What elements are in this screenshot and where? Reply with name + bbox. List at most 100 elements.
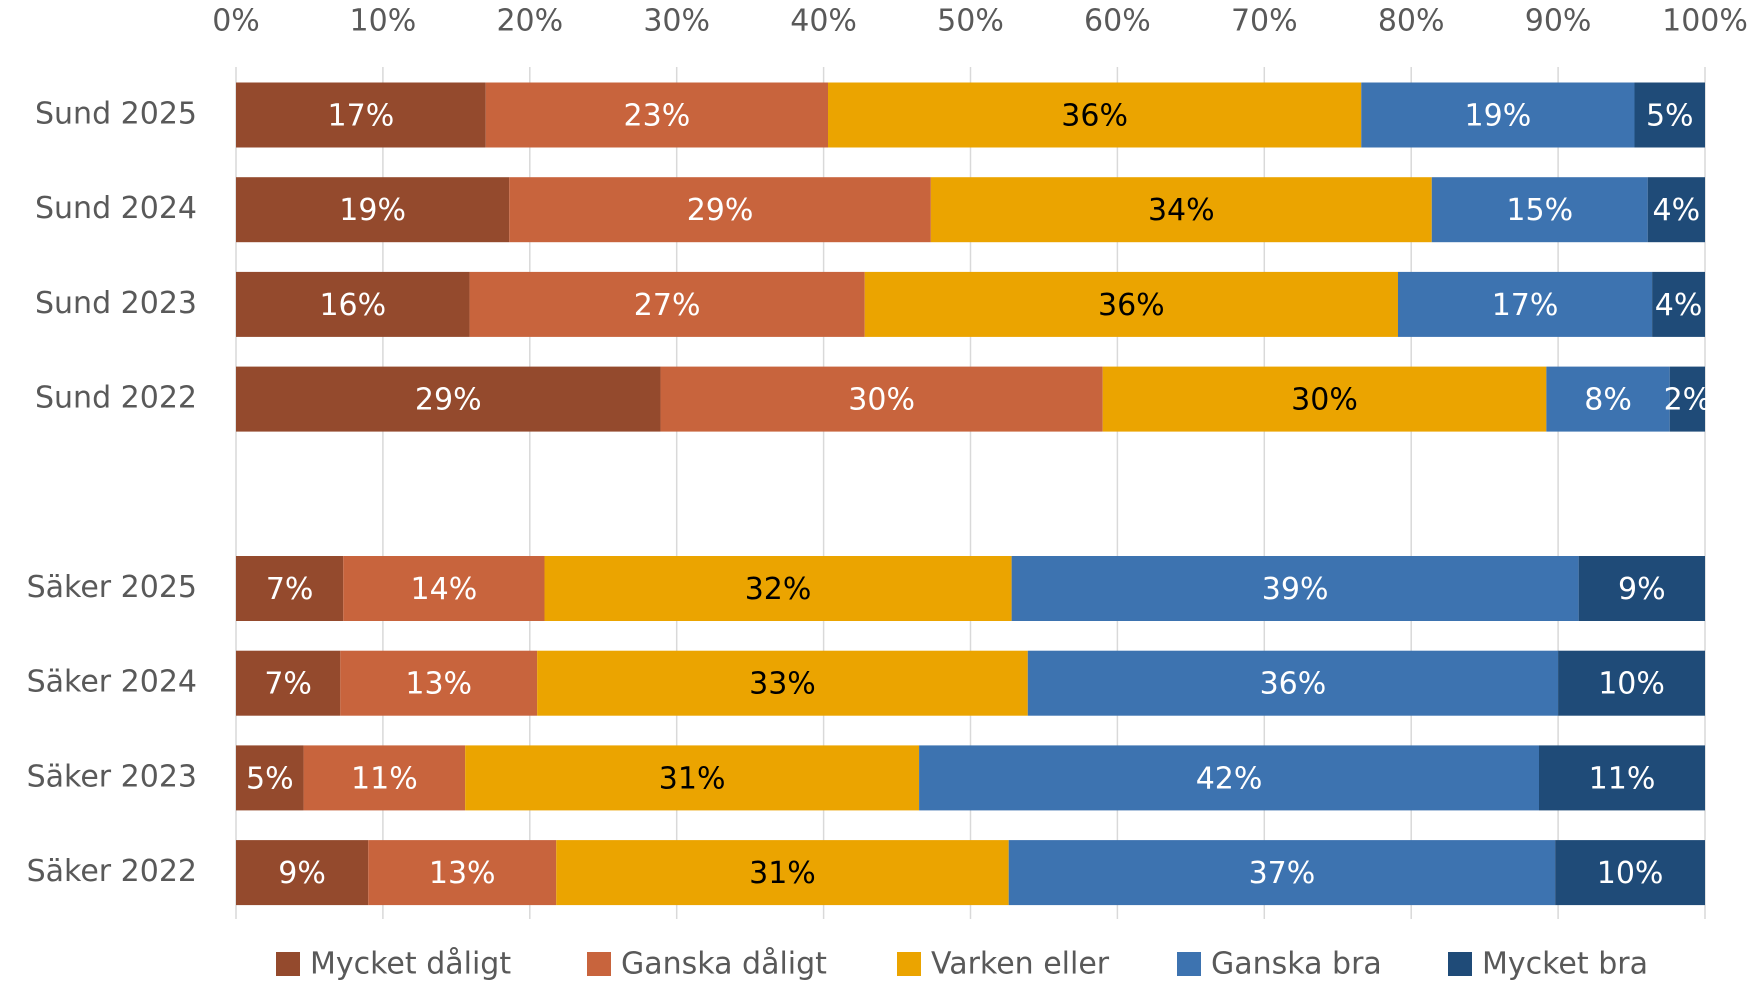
data-label: 14% xyxy=(411,572,478,607)
x-tick-label: 30% xyxy=(643,4,710,39)
bar-segment xyxy=(537,650,1028,716)
legend-swatch xyxy=(587,952,611,976)
data-label: 7% xyxy=(264,667,312,702)
bar-segment xyxy=(864,271,1398,337)
legend-label: Mycket dåligt xyxy=(310,947,511,982)
data-label: 36% xyxy=(1098,288,1165,323)
bar-segment xyxy=(544,556,1012,621)
y-tick-label: Säker 2025 xyxy=(27,570,197,605)
x-tick-label: 50% xyxy=(937,4,1004,39)
bar-segment xyxy=(469,271,865,337)
bar-segment xyxy=(465,745,920,811)
data-label: 17% xyxy=(1492,288,1559,323)
x-tick-label: 60% xyxy=(1084,4,1151,39)
data-label: 10% xyxy=(1597,856,1664,891)
bar-segment xyxy=(1539,745,1705,811)
data-label: 9% xyxy=(1618,572,1666,607)
bar-segment xyxy=(368,840,557,906)
bar-segment xyxy=(1578,556,1705,621)
data-label: 13% xyxy=(429,856,496,891)
x-tick-label: 40% xyxy=(790,4,857,39)
bar-segment xyxy=(1102,366,1547,432)
data-label: 13% xyxy=(405,667,472,702)
y-tick-label: Sund 2024 xyxy=(35,191,197,226)
bar-segment xyxy=(236,840,369,906)
y-tick-label: Sund 2025 xyxy=(35,97,197,132)
legend-label: Ganska dåligt xyxy=(621,947,827,982)
data-label: 29% xyxy=(687,193,754,228)
bar-segment xyxy=(828,82,1362,148)
x-tick-label: 20% xyxy=(496,4,563,39)
bar-segment xyxy=(236,650,341,716)
x-tick-label: 100% xyxy=(1662,4,1747,39)
bar-segment xyxy=(1397,271,1653,337)
data-label: 5% xyxy=(1646,99,1694,134)
legend-label: Ganska bra xyxy=(1211,947,1382,982)
data-label: 11% xyxy=(351,761,418,796)
x-tick-label: 10% xyxy=(350,4,417,39)
data-label: 39% xyxy=(1262,572,1329,607)
data-label: 17% xyxy=(328,99,395,134)
bar-segment xyxy=(556,840,1009,906)
bar-segment xyxy=(930,177,1432,243)
bar-segment xyxy=(1555,840,1705,906)
data-label: 19% xyxy=(1465,99,1532,134)
bar-segment xyxy=(485,82,829,148)
bar-segment xyxy=(919,745,1540,811)
data-label: 32% xyxy=(745,572,812,607)
legend-label: Varken eller xyxy=(931,947,1110,982)
data-label: 9% xyxy=(278,856,326,891)
bar-segment xyxy=(1361,82,1635,148)
bar-segment xyxy=(1008,840,1556,906)
bar-segment xyxy=(1558,650,1705,716)
data-label: 36% xyxy=(1061,99,1128,134)
data-label: 36% xyxy=(1260,667,1327,702)
x-tick-label: 70% xyxy=(1231,4,1298,39)
bar-segment xyxy=(236,556,344,621)
legend-swatch xyxy=(1448,952,1472,976)
bar-segment xyxy=(303,745,466,811)
data-label: 30% xyxy=(848,383,915,418)
bar-segment xyxy=(236,82,486,148)
y-tick-label: Sund 2022 xyxy=(35,381,197,416)
bar-segment xyxy=(1652,271,1705,337)
data-label: 11% xyxy=(1589,761,1656,796)
bar-segment xyxy=(236,366,661,432)
data-label: 42% xyxy=(1196,761,1263,796)
bar-segment xyxy=(340,650,538,716)
legend-label: Mycket bra xyxy=(1482,947,1648,982)
bar-segment xyxy=(343,556,545,621)
data-label: 4% xyxy=(1655,288,1703,323)
data-label: 29% xyxy=(415,383,482,418)
x-tick-label: 80% xyxy=(1378,4,1445,39)
bar-segment xyxy=(1431,177,1648,243)
legend-swatch xyxy=(1177,952,1201,976)
legend-swatch xyxy=(897,952,921,976)
bar-segment xyxy=(1669,366,1705,432)
x-tick-label: 90% xyxy=(1525,4,1592,39)
data-label: 4% xyxy=(1653,193,1701,228)
data-label: 16% xyxy=(319,288,386,323)
data-label: 15% xyxy=(1506,193,1573,228)
bar-segment xyxy=(1011,556,1579,621)
data-label: 23% xyxy=(624,99,691,134)
data-label: 8% xyxy=(1584,383,1632,418)
data-label: 33% xyxy=(749,667,816,702)
data-label: 31% xyxy=(749,856,816,891)
bar-segment xyxy=(1027,650,1559,716)
data-label: 31% xyxy=(659,761,726,796)
y-tick-label: Säker 2022 xyxy=(27,854,197,889)
data-label: 10% xyxy=(1598,667,1665,702)
y-tick-label: Säker 2023 xyxy=(27,759,197,794)
bar-segment xyxy=(236,271,470,337)
bar-segment xyxy=(236,177,510,243)
bar-segment xyxy=(1634,82,1705,148)
bar-segment xyxy=(1546,366,1670,432)
y-tick-label: Säker 2024 xyxy=(27,665,197,700)
x-tick-label: 0% xyxy=(212,4,260,39)
data-label: 2% xyxy=(1664,383,1712,418)
data-label: 30% xyxy=(1291,383,1358,418)
y-tick-label: Sund 2023 xyxy=(35,286,197,321)
legend-swatch xyxy=(276,952,300,976)
